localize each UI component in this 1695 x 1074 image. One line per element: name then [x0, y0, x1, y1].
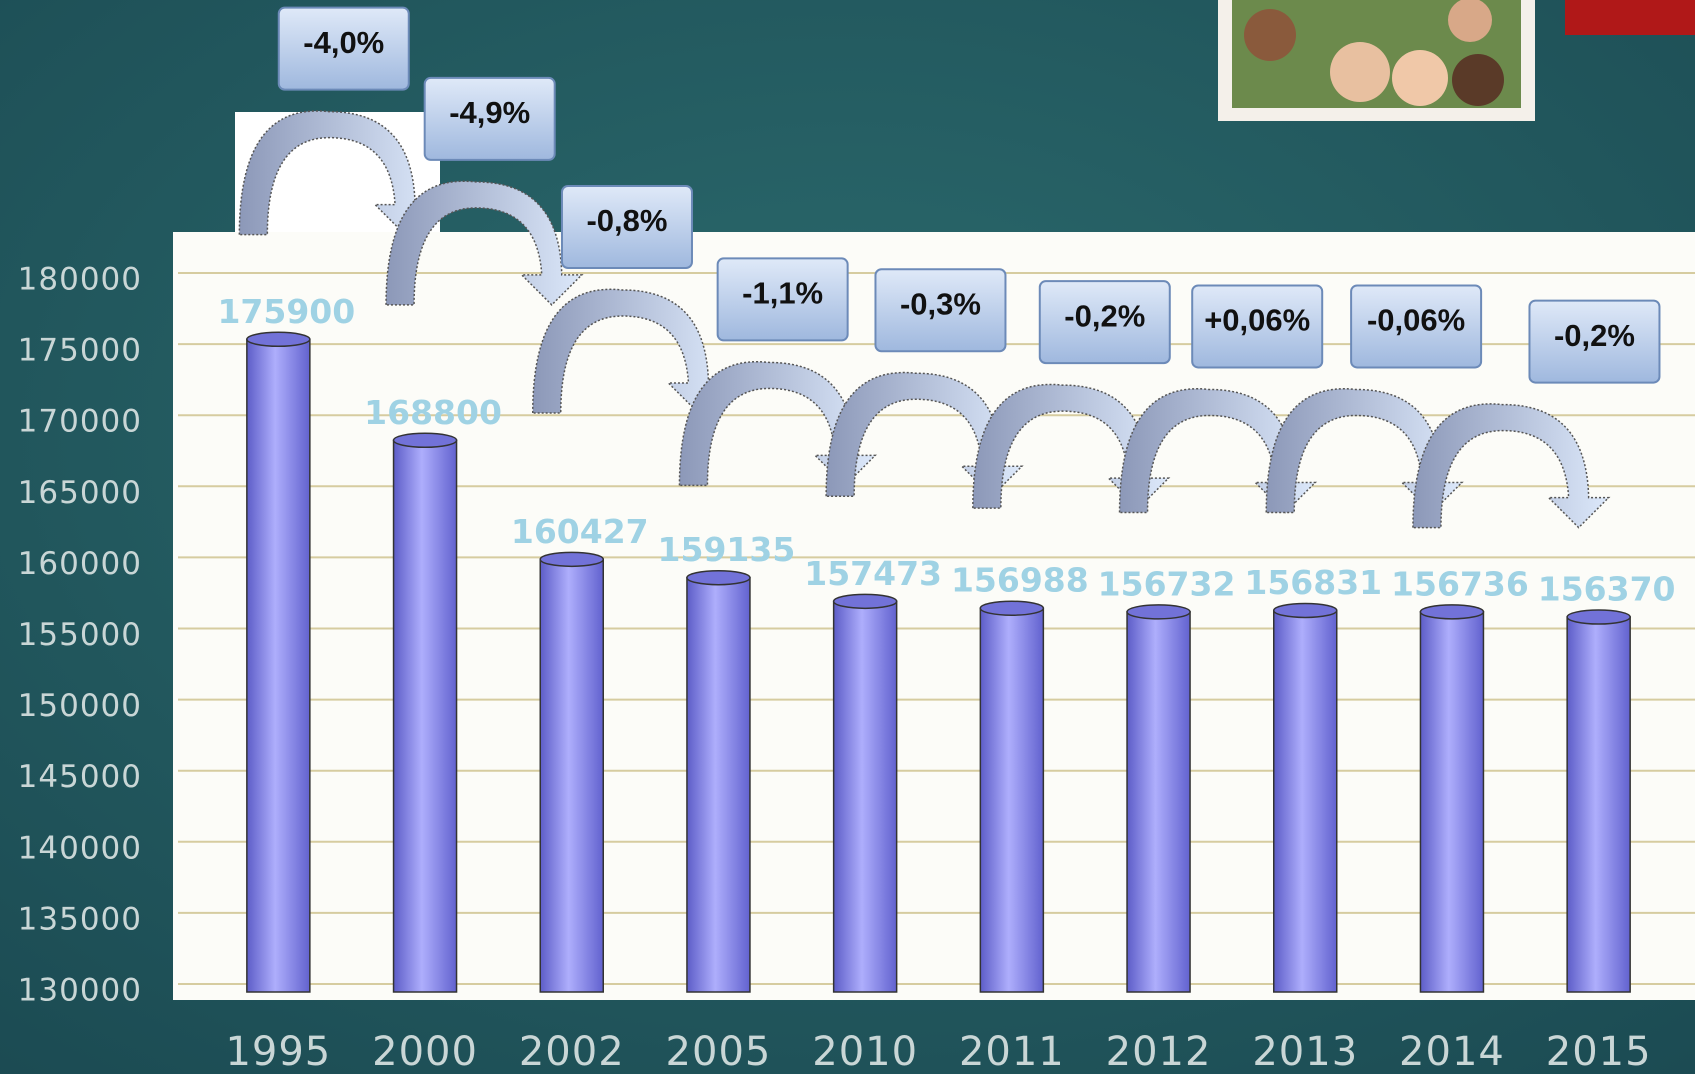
change-box	[1038, 280, 1171, 365]
x-tick-label: 2002	[519, 1029, 625, 1074]
change-label: -0,2%	[1064, 298, 1145, 333]
x-tick-label: 2000	[372, 1029, 478, 1074]
change-box	[716, 257, 849, 342]
y-tick-label: 160000	[18, 546, 142, 582]
change-arrow	[238, 110, 437, 236]
x-tick-label: 2011	[959, 1029, 1065, 1074]
change-label: -4,0%	[303, 25, 384, 60]
bar-cap	[1419, 604, 1485, 620]
red-block	[1565, 0, 1695, 35]
change-box	[874, 268, 1007, 353]
change-box	[1191, 284, 1324, 369]
y-tick-label: 155000	[18, 617, 142, 653]
change-arrow	[1265, 388, 1464, 514]
change-box	[560, 185, 693, 270]
bar	[832, 600, 898, 993]
change-box	[1528, 299, 1661, 384]
value-label: 156988	[951, 561, 1089, 600]
change-label: -0,2%	[1554, 318, 1635, 353]
x-tick-label: 2010	[812, 1029, 918, 1074]
bar-cap	[979, 600, 1045, 616]
y-tick-label: 135000	[18, 901, 142, 937]
change-arrow	[531, 288, 731, 415]
change-arrow	[825, 371, 1024, 498]
x-tick-label: 2014	[1399, 1029, 1505, 1074]
bar	[1273, 609, 1338, 993]
change-box	[277, 6, 410, 91]
value-label: 175900	[217, 292, 355, 331]
bar	[246, 338, 311, 993]
photo	[1218, 0, 1535, 121]
y-tick-label: 150000	[18, 688, 142, 724]
change-arrow	[1118, 388, 1318, 514]
change-label: -0,8%	[586, 203, 667, 238]
bar-cap	[392, 432, 458, 449]
y-tick-label: 175000	[18, 333, 142, 369]
change-label: -4,9%	[449, 95, 530, 130]
bar	[539, 558, 604, 993]
bar	[979, 607, 1045, 993]
bar-cap	[1273, 602, 1338, 619]
bar-cap	[1566, 609, 1631, 625]
change-box	[1350, 284, 1483, 369]
y-tick-label: 130000	[18, 973, 142, 1009]
value-label: 156732	[1098, 564, 1236, 603]
value-label: 160427	[511, 512, 649, 551]
change-arrow	[678, 360, 877, 487]
y-tick-label: 165000	[18, 475, 142, 511]
value-label: 156736	[1391, 564, 1529, 603]
x-tick-label: 2012	[1106, 1029, 1212, 1074]
value-label: 159135	[658, 530, 796, 569]
change-label: -0,06%	[1367, 303, 1465, 338]
bar-cap	[1126, 604, 1191, 620]
bar	[1126, 611, 1191, 993]
bar-cap	[686, 569, 751, 586]
change-label: -1,1%	[742, 276, 823, 311]
value-label: 156370	[1538, 570, 1676, 609]
value-label: 168800	[364, 393, 502, 432]
change-arrow	[385, 180, 584, 306]
x-tick-label: 2005	[666, 1029, 772, 1074]
bar-cap	[246, 331, 311, 348]
change-arrow	[1412, 403, 1611, 529]
y-tick-label: 180000	[18, 262, 142, 298]
change-box	[423, 76, 556, 161]
x-tick-label: 2013	[1252, 1029, 1358, 1074]
x-tick-label: 2015	[1546, 1029, 1652, 1074]
change-label: -0,3%	[900, 286, 981, 321]
bar-cap	[832, 593, 898, 610]
value-label: 157473	[804, 554, 942, 593]
bar	[1566, 616, 1631, 993]
y-tick-label: 145000	[18, 759, 142, 795]
bar	[1419, 611, 1485, 993]
bar	[392, 439, 458, 993]
bar	[686, 576, 751, 993]
value-label: 156831	[1244, 563, 1382, 602]
change-label: +0,06%	[1204, 303, 1310, 338]
y-tick-label: 140000	[18, 830, 142, 866]
y-tick-label: 170000	[18, 404, 142, 440]
x-tick-label: 1995	[225, 1029, 331, 1074]
bar-cap	[539, 551, 604, 568]
change-arrow	[972, 383, 1171, 510]
